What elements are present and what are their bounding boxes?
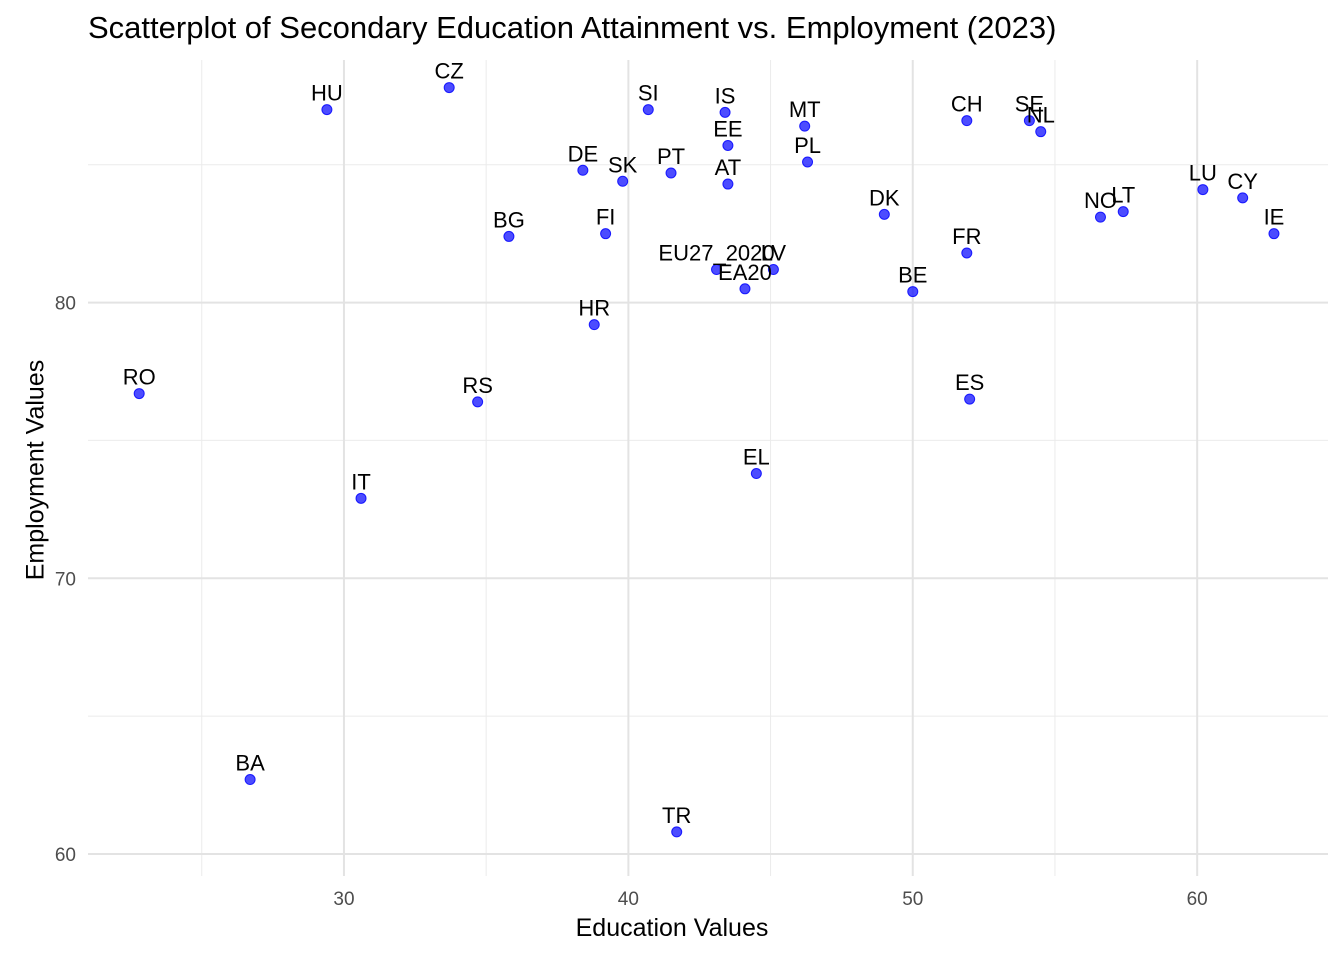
point-labels: RO BA HU IT CZ RS BG DE HR FI SK SI PT TR EU27_2020 IS E… xyxy=(123,59,1285,828)
point-label: EE xyxy=(713,116,742,141)
point-label: SE xyxy=(1015,92,1044,117)
data-point xyxy=(321,104,333,116)
data-point xyxy=(750,468,762,480)
data-point xyxy=(719,106,731,118)
data-point xyxy=(1035,126,1047,138)
y-tick-label: 60 xyxy=(55,845,76,866)
point-label: LT xyxy=(1111,183,1135,208)
data-point xyxy=(355,492,367,504)
data-point xyxy=(577,164,589,176)
x-tick-label: 40 xyxy=(618,889,639,910)
point-label: EU27_2020 xyxy=(658,241,774,266)
point-label: PL xyxy=(794,133,821,158)
point-label: RO xyxy=(123,365,156,390)
point-label: CZ xyxy=(435,59,464,84)
data-point xyxy=(588,319,600,331)
point-label: LV xyxy=(761,241,787,266)
point-label: BA xyxy=(235,751,265,776)
data-point xyxy=(1117,206,1129,218)
data-point xyxy=(961,115,973,127)
y-axis-label: Employment Values xyxy=(21,359,50,581)
y-tick-label: 70 xyxy=(55,569,76,590)
data-point xyxy=(961,247,973,259)
x-tick-label: 50 xyxy=(902,889,923,910)
data-point xyxy=(799,120,811,132)
y-axis-ticks: 60 70 80 xyxy=(55,294,76,866)
data-point xyxy=(665,167,677,179)
grid-major xyxy=(88,60,1328,876)
data-point xyxy=(1268,228,1280,240)
data-point xyxy=(671,826,683,838)
data-point xyxy=(722,178,734,190)
data-point xyxy=(133,388,145,400)
point-label: ES xyxy=(955,370,984,395)
point-label: NL xyxy=(1027,103,1055,128)
point-label: IE xyxy=(1264,205,1285,230)
point-label: LU xyxy=(1189,161,1217,186)
x-tick-label: 30 xyxy=(333,889,354,910)
point-label: SI xyxy=(638,81,659,106)
point-label: EA20 xyxy=(718,260,772,285)
data-point xyxy=(907,286,919,298)
point-label: SK xyxy=(608,152,638,177)
point-label: HU xyxy=(311,81,343,106)
point-label: IT xyxy=(351,469,371,494)
data-point xyxy=(722,139,734,151)
point-label: CY xyxy=(1227,169,1258,194)
point-label: CH xyxy=(951,92,983,117)
data-point xyxy=(642,104,654,116)
data-point xyxy=(1094,211,1106,223)
point-label: FI xyxy=(596,205,616,230)
data-point xyxy=(443,82,455,94)
point-label: BE xyxy=(898,263,927,288)
data-point xyxy=(1023,115,1035,127)
point-label: MT xyxy=(789,97,821,122)
point-label: HR xyxy=(578,296,610,321)
grid-minor xyxy=(88,60,1328,876)
data-point xyxy=(767,264,779,276)
data-point xyxy=(1197,184,1209,196)
data-point xyxy=(878,208,890,220)
point-label: TR xyxy=(662,803,691,828)
data-point xyxy=(472,396,484,408)
point-label: RS xyxy=(462,373,493,398)
data-point xyxy=(711,264,723,276)
data-point xyxy=(802,156,814,168)
y-tick-label: 80 xyxy=(55,294,76,315)
data-point xyxy=(617,175,629,187)
data-point xyxy=(600,228,612,240)
data-point xyxy=(964,393,976,405)
point-label: NO xyxy=(1084,188,1117,213)
x-axis-ticks: 30 40 50 60 xyxy=(333,889,1207,910)
x-axis-label: Education Values xyxy=(575,914,769,942)
data-point xyxy=(739,283,751,295)
x-tick-label: 60 xyxy=(1187,889,1208,910)
point-label: BG xyxy=(493,207,525,232)
data-point xyxy=(244,774,256,786)
point-label: FR xyxy=(952,224,981,249)
point-label: PT xyxy=(657,144,685,169)
data-point xyxy=(503,230,515,242)
point-label: EL xyxy=(743,445,770,470)
point-label: IS xyxy=(715,83,736,108)
data-points xyxy=(133,82,1280,838)
chart-title: Scatterplot of Secondary Education Attai… xyxy=(88,10,1057,45)
data-point xyxy=(1237,192,1249,204)
point-label: AT xyxy=(715,155,741,180)
point-label: DK xyxy=(869,185,900,210)
point-label: DE xyxy=(568,141,599,166)
